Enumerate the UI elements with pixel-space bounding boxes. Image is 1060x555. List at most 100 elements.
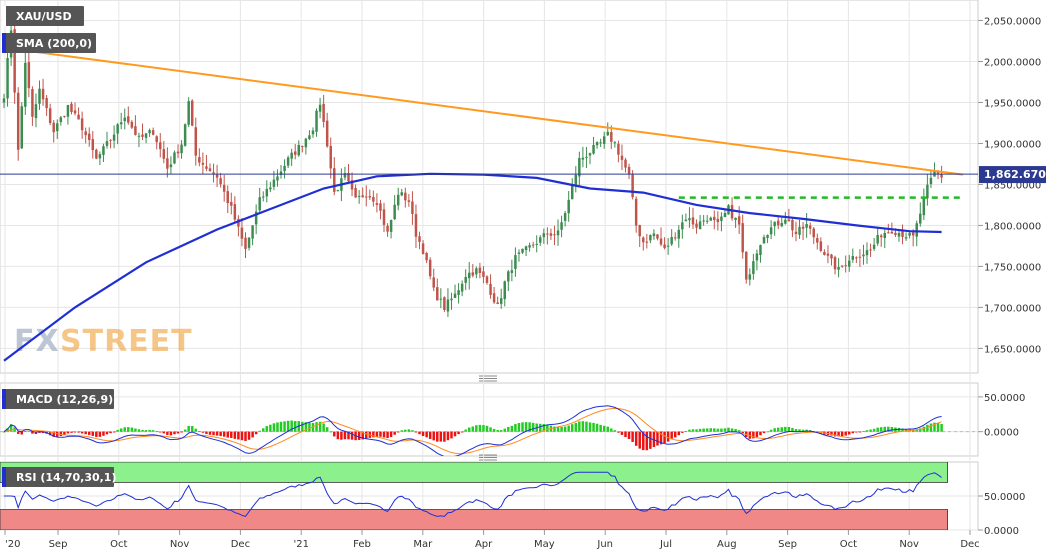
macd-label[interactable]: MACD (12,26,9) — [2, 389, 114, 409]
macd-histogram-bar — [478, 424, 482, 432]
macd-histogram-bar — [716, 428, 720, 432]
candle-body — [293, 151, 297, 155]
macd-histogram-bar — [553, 426, 556, 432]
candle-body — [677, 229, 681, 239]
macd-histogram-bar — [546, 424, 549, 432]
y-tick-label: 1,950.0000 — [984, 98, 1041, 109]
candle-body — [247, 237, 251, 248]
candle-body — [453, 293, 457, 299]
macd-histogram-bar — [606, 426, 609, 432]
candle-body — [713, 216, 716, 221]
macd-histogram-bar — [91, 431, 95, 436]
symbol-label[interactable]: XAU/USD — [2, 6, 84, 26]
candle-body — [574, 174, 578, 186]
candle-body — [826, 253, 830, 256]
macd-histogram-bar — [400, 430, 404, 432]
macd-histogram-bar — [350, 431, 354, 440]
macd-histogram-bar — [226, 431, 229, 438]
macd-histogram-bar — [720, 428, 723, 432]
candle-body — [762, 237, 766, 244]
macd-histogram-bar — [386, 431, 389, 439]
candle-body — [350, 180, 354, 190]
macd-histogram-bar — [80, 431, 84, 434]
macd-histogram-bar — [940, 423, 943, 432]
macd-histogram-bar — [652, 431, 656, 448]
macd-histogram-bar — [517, 422, 521, 432]
macd-histogram-bar — [936, 422, 940, 432]
macd-histogram-bar — [588, 422, 592, 432]
svg-text:SMA (200,0): SMA (200,0) — [16, 37, 92, 50]
rsi-label[interactable]: RSI (14,70,30,1) — [2, 467, 116, 487]
candle-body — [745, 251, 748, 280]
candle-body — [539, 237, 542, 243]
candle-body — [421, 243, 425, 255]
macd-histogram-bar — [48, 431, 52, 436]
candle-body — [578, 158, 581, 177]
macd-histogram-bar — [375, 431, 379, 437]
macd-histogram-bar — [173, 431, 176, 435]
macd-histogram-bar — [414, 431, 418, 433]
panel-resize-handle[interactable] — [479, 375, 497, 382]
candle-body — [570, 185, 574, 200]
macd-histogram-bar — [166, 431, 169, 435]
macd-histogram-bar — [52, 431, 55, 437]
candle-body — [379, 203, 382, 211]
macd-histogram-bar — [848, 431, 851, 435]
macd-histogram-bar — [531, 422, 535, 432]
candle-body — [887, 232, 890, 234]
macd-histogram-bar — [627, 431, 631, 439]
macd-histogram-bar — [127, 427, 130, 432]
macd-histogram-bar — [432, 431, 435, 441]
candle-body — [755, 253, 759, 261]
candle-body — [130, 121, 134, 128]
macd-histogram-bar — [677, 431, 681, 436]
candle-body — [173, 152, 176, 164]
macd-histogram-bar — [670, 431, 673, 440]
candle-body — [414, 214, 418, 237]
macd-histogram-bar — [283, 421, 286, 432]
macd-histogram-bar — [2, 431, 6, 433]
macd-histogram-bar — [16, 431, 20, 434]
candle-body — [240, 227, 244, 239]
candle-body — [911, 232, 915, 236]
macd-histogram-bar — [570, 424, 574, 432]
macd-histogram-bar — [116, 429, 119, 432]
macd-histogram-bar — [169, 431, 173, 436]
macd-histogram-bar — [233, 431, 237, 439]
macd-histogram-bar — [521, 422, 524, 432]
macd-histogram-bar — [855, 431, 858, 433]
candle-body — [80, 118, 84, 131]
macd-histogram-bar — [123, 427, 126, 432]
macd-histogram-bar — [382, 431, 386, 438]
candle-body — [610, 132, 613, 142]
candle-body — [166, 158, 169, 169]
candle-body — [613, 142, 617, 144]
panel-resize-handle[interactable] — [479, 454, 497, 461]
macd-histogram-bar — [130, 427, 134, 432]
candle-body — [357, 195, 361, 197]
macd-histogram-bar — [144, 430, 148, 432]
candle-body — [375, 203, 379, 205]
macd-histogram-bar — [70, 431, 73, 433]
macd-histogram-bar — [666, 431, 670, 442]
macd-histogram-bar — [922, 426, 926, 432]
macd-histogram-bar — [599, 424, 602, 432]
sma-label[interactable]: SMA (200,0) — [2, 33, 96, 53]
macd-histogram-bar — [219, 431, 222, 437]
candle-body — [286, 157, 290, 166]
macd-histogram-bar — [887, 426, 890, 432]
macd-histogram-bar — [673, 431, 677, 438]
macd-histogram-bar — [695, 429, 698, 432]
macd-histogram-bar — [723, 428, 727, 432]
candle-body — [581, 157, 585, 160]
macd-histogram-bar — [642, 431, 645, 451]
candle-body — [102, 146, 105, 155]
candle-body — [169, 164, 173, 168]
candle-body — [808, 225, 812, 229]
macd-histogram-bar — [134, 428, 137, 432]
fxstreet-logo: FX STREET — [14, 324, 192, 359]
candle-body — [38, 88, 41, 104]
candle-body — [542, 233, 546, 238]
macd-histogram-bar — [709, 428, 712, 432]
